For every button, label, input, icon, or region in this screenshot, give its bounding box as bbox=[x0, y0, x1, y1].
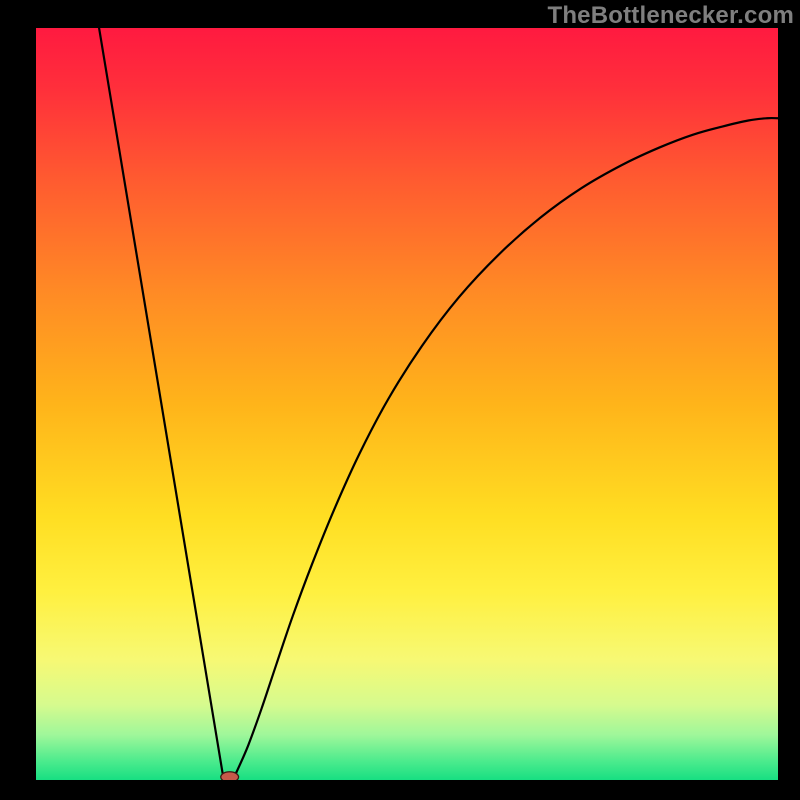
curve-overlay bbox=[36, 28, 778, 780]
watermark-text: TheBottlenecker.com bbox=[547, 2, 794, 30]
chart-container: TheBottlenecker.com bbox=[0, 0, 800, 800]
plot-area bbox=[36, 28, 778, 780]
bottleneck-curve bbox=[99, 28, 778, 780]
optimal-point-marker bbox=[221, 772, 239, 780]
